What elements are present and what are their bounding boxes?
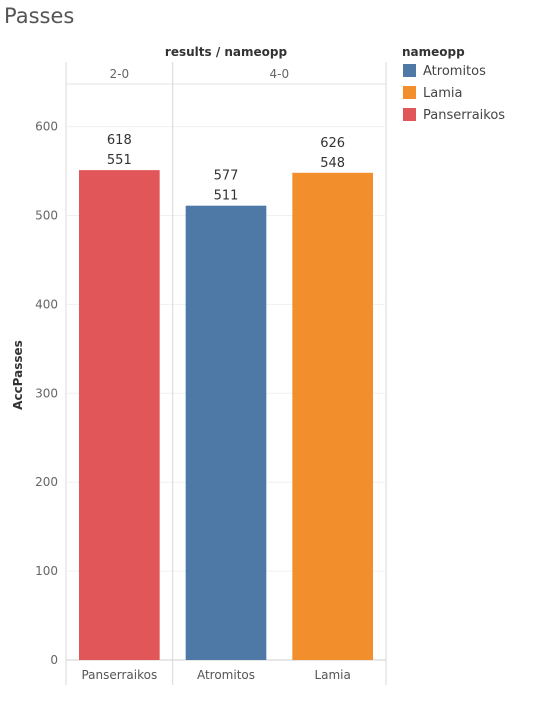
bar-value-label: 551 [107, 153, 132, 168]
legend-item-atromitos[interactable]: Atromitos [403, 64, 486, 79]
bar-total-label: 626 [320, 136, 345, 151]
y-tick-label: 500 [35, 208, 58, 222]
y-tick-label: 100 [35, 564, 58, 578]
chart-title: Passes [4, 4, 74, 28]
legend-swatch [403, 64, 416, 77]
bar-total-label: 577 [214, 169, 239, 184]
y-tick-label: 0 [50, 653, 58, 667]
legend-swatch [403, 86, 416, 99]
bar-value-label: 548 [320, 156, 345, 171]
legend-label: Lamia [423, 86, 462, 101]
pane-label: 4-0 [270, 67, 290, 81]
legend-title: nameopp [402, 45, 465, 59]
legend-item-lamia[interactable]: Lamia [403, 86, 462, 101]
y-tick-label: 300 [35, 386, 58, 400]
y-tick-label: 600 [35, 120, 58, 134]
legend-swatch [403, 108, 416, 121]
pane-label: 2-0 [110, 67, 130, 81]
plot-area: 0 100 200 300 400 500 600 2-0 4-0 618 551 Panserrai… [35, 62, 387, 685]
y-tick-label: 200 [35, 475, 58, 489]
legend[interactable]: nameopp Atromitos Lamia Panserraikos [402, 45, 505, 123]
bar-atromitos [185, 205, 267, 660]
legend-label: Atromitos [423, 64, 486, 79]
bar-total-label: 618 [107, 133, 132, 148]
y-axis-title: AccPasses [11, 340, 25, 410]
column-header: results / nameopp [165, 45, 288, 59]
bar-value-label: 511 [214, 189, 239, 204]
x-category-label: Lamia [314, 668, 350, 682]
x-category-label: Atromitos [197, 668, 255, 682]
legend-item-panserraikos[interactable]: Panserraikos [403, 108, 505, 123]
bar-panserraikos [79, 170, 160, 660]
legend-label: Panserraikos [423, 108, 505, 123]
y-tick-label: 400 [35, 297, 58, 311]
bar-lamia [292, 172, 373, 660]
x-category-label: Panserraikos [81, 668, 157, 682]
